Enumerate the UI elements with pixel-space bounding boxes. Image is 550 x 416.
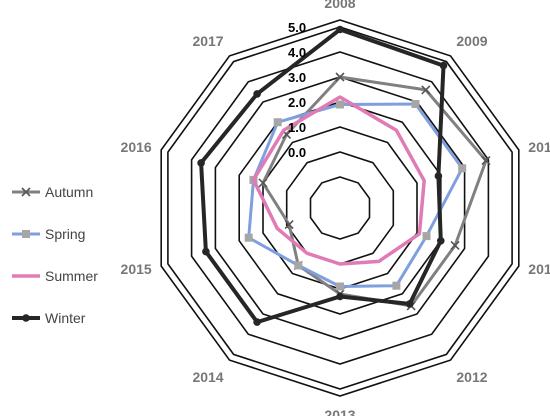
grid-ring xyxy=(190,51,490,365)
category-label: 2011 xyxy=(528,261,550,277)
data-point xyxy=(405,300,414,308)
data-point xyxy=(336,282,344,291)
series-summer xyxy=(251,95,426,266)
category-label: 2013 xyxy=(324,407,355,416)
category-label: 2014 xyxy=(192,369,223,385)
data-point xyxy=(450,240,460,250)
data-point xyxy=(244,233,253,242)
legend-label: Spring xyxy=(45,226,85,242)
data-point xyxy=(458,164,467,173)
legend-label: Summer xyxy=(45,268,98,284)
category-label: 2012 xyxy=(456,369,487,385)
data-point xyxy=(421,85,431,95)
data-point xyxy=(411,100,420,108)
category-label: 2015 xyxy=(121,261,152,277)
data-point xyxy=(253,90,261,98)
square-icon xyxy=(22,230,30,238)
data-point xyxy=(336,292,344,301)
data-point xyxy=(392,281,401,290)
data-point xyxy=(202,247,210,256)
grid-ring xyxy=(167,26,513,390)
legend-label: Autumn xyxy=(45,184,93,200)
data-point xyxy=(335,72,345,82)
tick-label: 2.0 xyxy=(288,95,306,110)
data-point xyxy=(336,100,344,109)
legend-label: Winter xyxy=(45,310,86,326)
grid-ring-outer xyxy=(160,19,520,397)
tick-label: 5.0 xyxy=(288,20,306,35)
x-icon xyxy=(21,187,31,197)
category-label: 2017 xyxy=(192,33,223,49)
tick-label: 0.0 xyxy=(288,145,306,160)
category-label: 2009 xyxy=(456,33,487,49)
series-group xyxy=(197,25,491,326)
tick-label: 4.0 xyxy=(288,45,306,60)
data-point xyxy=(294,261,303,270)
category-label: 2008 xyxy=(324,0,355,11)
legend-item-spring: Spring xyxy=(12,226,85,242)
category-label: 2010 xyxy=(528,139,550,155)
legend-item-summer: Summer xyxy=(12,268,98,284)
data-point xyxy=(336,25,344,34)
grid-ring xyxy=(285,151,395,265)
grid-ring xyxy=(238,101,442,315)
legend-item-winter: Winter xyxy=(12,310,86,326)
category-label: 2016 xyxy=(121,139,152,155)
data-point xyxy=(258,178,268,188)
data-point xyxy=(439,61,448,70)
data-point xyxy=(253,318,261,326)
series-winter xyxy=(197,25,448,326)
data-point xyxy=(434,172,443,180)
tick-label: 1.0 xyxy=(288,120,306,135)
data-point xyxy=(481,156,491,166)
data-point xyxy=(437,237,445,245)
series-line-summer xyxy=(251,95,426,266)
data-point xyxy=(197,159,205,167)
radar-grid xyxy=(160,19,520,397)
category-labels: 2008 2009 2010 2011 2012 2013 2014 2015 2016 2017 xyxy=(121,0,550,416)
data-point xyxy=(273,118,282,127)
legend-item-autumn: Autumn xyxy=(12,184,93,200)
data-point xyxy=(422,232,431,241)
circle-icon xyxy=(22,314,30,322)
grid-ring xyxy=(309,176,371,240)
tick-label: 3.0 xyxy=(288,70,306,85)
legend: Autumn Spring Summer Winter xyxy=(12,184,98,326)
grid-ring xyxy=(214,76,466,340)
tick-labels: 0.0 1.0 2.0 3.0 4.0 5.0 xyxy=(288,20,306,160)
data-point xyxy=(284,219,294,230)
